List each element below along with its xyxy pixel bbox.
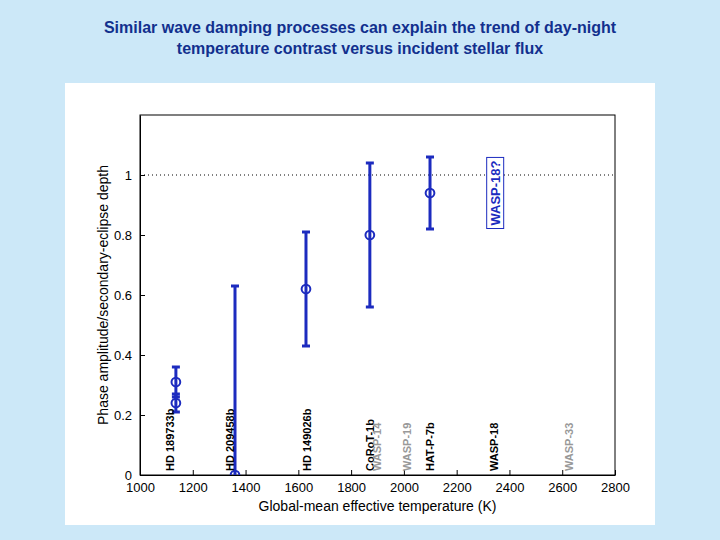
x-tick-label: 2000	[390, 480, 419, 495]
planet-label: HD 209458b	[224, 408, 236, 471]
y-tick: 0.8	[114, 228, 145, 243]
y-tick-mark	[140, 235, 145, 236]
error-bar-stem	[429, 157, 432, 229]
planet-label: WASP-19	[401, 423, 413, 471]
planet-label: HAT-P-7b	[424, 422, 436, 471]
error-bar-stem	[304, 232, 307, 346]
x-tick: 1800	[337, 470, 366, 495]
data-point	[172, 378, 181, 387]
error-bar	[366, 163, 374, 307]
x-tick-label: 1200	[179, 480, 208, 495]
y-tick-label: 1	[125, 168, 132, 183]
error-bar-cap	[302, 231, 310, 234]
error-bar	[302, 232, 310, 346]
y-tick: 1	[125, 168, 145, 183]
y-axis: 0 0.2 0.4 0.6 0.8 1	[114, 116, 145, 483]
x-tick-label: 2400	[495, 480, 524, 495]
error-bar-cap	[366, 162, 374, 165]
y-axis-title: Phase amplitude/secondary-eclipse depth	[95, 165, 111, 425]
x-tick: 2400	[495, 470, 524, 495]
x-axis: 1000120014001600180020002200240026002800	[126, 470, 630, 495]
x-tick: 2000	[390, 470, 419, 495]
y-tick: 0	[125, 468, 145, 483]
x-tick-label: 2200	[443, 480, 472, 495]
x-tick-label: 1800	[337, 480, 366, 495]
title: Similar wave damping processes can expla…	[104, 19, 617, 57]
error-bar	[426, 157, 434, 229]
x-tick-label: 1600	[284, 480, 313, 495]
x-axis-title: Global-mean effective temperature (K)	[259, 498, 497, 514]
y-tick-label: 0.4	[114, 348, 132, 363]
y-tick-mark	[140, 415, 145, 416]
x-axis-line	[141, 475, 616, 476]
x-tick-mark	[615, 470, 616, 475]
data-point	[426, 189, 435, 198]
error-bar-cap	[366, 306, 374, 309]
slide: Similar wave damping processes can expla…	[0, 0, 720, 540]
y-tick: 0.2	[114, 408, 145, 423]
error-bar-cap	[172, 366, 180, 369]
annotation-box	[487, 157, 504, 228]
error-bar-cap	[172, 393, 180, 396]
x-tick-mark	[351, 470, 352, 475]
planet-label: WASP-18	[488, 423, 500, 471]
x-tick-label: 2800	[601, 480, 630, 495]
x-tick-mark	[509, 470, 510, 475]
data-point	[365, 231, 374, 240]
x-tick: 2600	[548, 470, 577, 495]
plot-area	[140, 157, 615, 475]
y-tick-label: 0.6	[114, 288, 132, 303]
y-tick: 0.4	[114, 348, 145, 363]
error-bar-cap	[302, 345, 310, 348]
background	[0, 0, 720, 540]
x-tick-mark	[246, 470, 247, 475]
error-bar-cap	[426, 156, 434, 159]
y-tick-label: 0.8	[114, 228, 132, 243]
plot-frame	[140, 115, 615, 475]
annotation-text: WASP-18?	[488, 160, 503, 225]
y-tick-label: 0.2	[114, 408, 132, 423]
x-tick-mark	[457, 470, 458, 475]
y-tick-label: 0	[125, 468, 132, 483]
figure-panel	[65, 83, 655, 525]
planet-label: HD 189733b	[164, 408, 176, 471]
error-bar-cap	[426, 228, 434, 231]
error-bar	[172, 367, 180, 397]
reference-line	[140, 175, 615, 176]
x-tick: 2800	[601, 470, 630, 495]
x-tick: 1200	[179, 470, 208, 495]
error-bar-cap	[231, 285, 239, 288]
planet-label: HD 149026b	[301, 408, 313, 471]
y-tick-mark	[140, 295, 145, 296]
planet-label: WASP-33	[563, 423, 575, 471]
y-tick: 0.6	[114, 288, 145, 303]
y-tick-mark	[140, 355, 145, 356]
x-tick-mark	[298, 470, 299, 475]
boxed-annotation: WASP-18?	[487, 157, 504, 228]
data-point	[172, 399, 181, 408]
x-tick-label: 1400	[232, 480, 261, 495]
data-point	[302, 285, 311, 294]
planet-label: WASP-14	[371, 422, 383, 471]
y-tick-mark	[140, 475, 145, 476]
x-tick-mark	[193, 470, 194, 475]
x-tick: 2200	[443, 470, 472, 495]
error-bar-stem	[368, 163, 371, 307]
x-tick: 1600	[284, 470, 313, 495]
x-tick-label: 2600	[548, 480, 577, 495]
